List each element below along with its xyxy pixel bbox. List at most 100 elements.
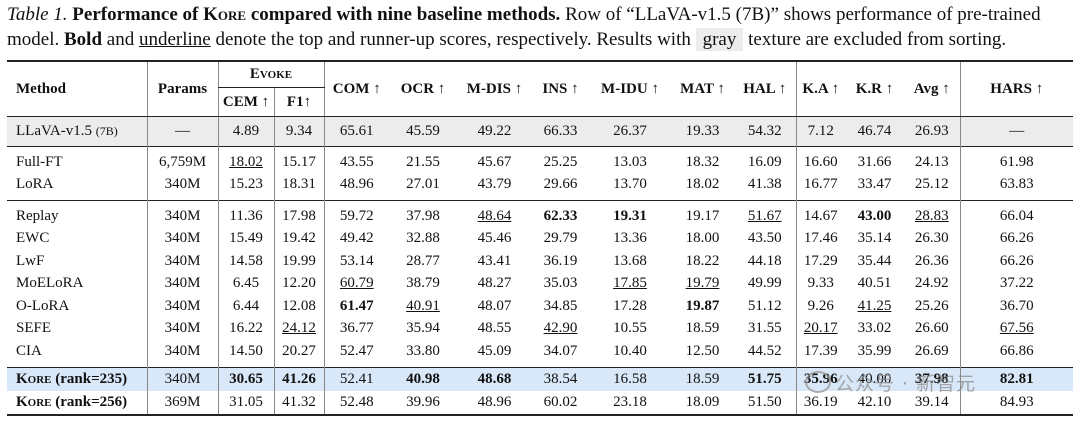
com-cell: 43.55: [323, 146, 389, 174]
f1-cell: 24.12: [282, 320, 316, 337]
ins-cell: 66.33: [532, 116, 589, 147]
mdis-cell: 48.64: [477, 207, 512, 224]
header-cem: CEM ↑: [217, 87, 274, 117]
ins-cell: 36.19: [543, 252, 578, 269]
ka-cell: 17.39: [795, 340, 845, 367]
mat-cell: 19.87: [685, 297, 720, 314]
ocr-cell: 45.59: [389, 116, 457, 147]
hars-cell: 66.26: [959, 227, 1073, 250]
caption-title: Performance of Kore compared with nine b…: [72, 4, 561, 25]
avg-cell: 26.36: [914, 252, 949, 269]
kr-cell: 31.66: [857, 153, 892, 170]
method-cell: LwF: [16, 252, 45, 269]
kr-cell: 35.14: [857, 230, 892, 247]
ocr-cell: 40.98: [389, 367, 457, 391]
com-cell: 59.72: [323, 200, 389, 228]
hars-cell: 84.93: [959, 390, 1073, 415]
method-cell: CIA: [16, 342, 42, 359]
f1-cell: 19.99: [273, 250, 324, 273]
midu-cell: 13.03: [613, 153, 647, 170]
header-avg: Avg ↑: [904, 61, 960, 117]
caption-text3: texture are excluded from sorting.: [748, 29, 1007, 50]
f1-cell: 18.31: [273, 173, 324, 201]
method-cell: LLaVA-v1.5 (7B): [7, 116, 147, 147]
ka-cell: 17.29: [795, 250, 845, 273]
mat-cell: 12.50: [685, 342, 720, 359]
f1-cell: 17.98: [273, 200, 324, 228]
caption-bold-word: Bold: [64, 29, 103, 50]
params-cell: 340M: [146, 317, 218, 340]
hal-cell: 43.50: [747, 230, 782, 247]
ocr-cell: 40.91: [406, 297, 440, 314]
params-cell: 340M: [146, 200, 218, 228]
midu-cell: 17.85: [613, 275, 647, 292]
ins-cell: 35.03: [543, 275, 578, 292]
mat-cell: 18.22: [685, 252, 720, 269]
header-ocr: OCR ↑: [389, 61, 457, 117]
cem-cell: 11.36: [217, 200, 274, 228]
ka-cell: 16.60: [795, 146, 845, 174]
header-kr: K.R ↑: [845, 61, 904, 117]
kr-cell: 40.00: [845, 367, 904, 391]
table-row-ewc: EWC 340M 15.49 19.42 49.42 32.88 45.46 2…: [7, 227, 1073, 250]
watermark: 公众号 · 新智元: [805, 369, 976, 396]
ins-cell: 29.79: [543, 230, 578, 247]
mat-cell: 18.00: [685, 230, 720, 247]
avg-cell: 24.13: [914, 153, 949, 170]
com-cell: 52.47: [323, 340, 389, 367]
kr-cell: 35.44: [857, 252, 892, 269]
hars-cell: 66.04: [959, 200, 1073, 228]
ocr-cell: 38.79: [406, 275, 440, 292]
midu-cell: 26.37: [589, 116, 671, 147]
table-row-lwf: LwF 340M 14.58 19.99 53.14 28.77 43.41 3…: [7, 250, 1073, 273]
hars-cell: 37.22: [959, 272, 1073, 295]
ka-cell: 36.19: [795, 390, 845, 415]
ins-cell: 34.07: [543, 342, 578, 359]
method-cell: LoRA: [16, 176, 54, 193]
ka-cell: 9.33: [795, 272, 845, 295]
header-evoke: Evoke: [217, 61, 324, 88]
cem-cell: 14.50: [217, 340, 274, 367]
caption-label: Table 1.: [7, 4, 68, 25]
ka-cell: 16.77: [795, 173, 845, 201]
mat-cell: 19.17: [685, 207, 720, 224]
cem-cell: 18.02: [229, 153, 263, 170]
midu-cell: 10.55: [613, 320, 647, 337]
table-row-llava: LLaVA-v1.5 (7B) — 4.89 9.34 65.61 45.59 …: [7, 116, 1073, 147]
cem-cell: 6.44: [217, 295, 274, 318]
midu-cell: 17.28: [613, 297, 647, 314]
ka-cell: 20.17: [803, 320, 838, 337]
cem-cell: 16.22: [217, 317, 274, 340]
params-cell: 369M: [146, 390, 218, 415]
header-ins: INS ↑: [532, 61, 589, 117]
mat-cell: 18.59: [685, 320, 720, 337]
ocr-cell: 35.94: [406, 320, 440, 337]
mdis-cell: 45.46: [477, 230, 512, 247]
ins-cell: 29.66: [543, 176, 578, 193]
mat-cell: 19.79: [685, 275, 720, 292]
mdis-cell: 48.55: [477, 320, 512, 337]
mdis-cell: 48.68: [457, 367, 532, 391]
com-cell: 60.79: [339, 275, 374, 292]
avg-cell: 26.93: [904, 116, 960, 147]
f1-cell: 9.34: [273, 116, 324, 147]
ins-cell: 34.85: [543, 297, 578, 314]
midu-cell: 13.70: [613, 176, 647, 193]
table-caption: Table 1. Performance of Kore compared wi…: [7, 4, 1041, 51]
f1-cell: 19.42: [273, 227, 324, 250]
f1-cell: 12.08: [273, 295, 324, 318]
avg-cell: 24.92: [914, 275, 949, 292]
mat-cell: 18.02: [685, 176, 720, 193]
method-cell: O-LoRA: [16, 297, 70, 314]
kr-cell: 40.51: [857, 275, 892, 292]
kr-cell: 42.10: [857, 393, 892, 410]
ocr-cell: 39.96: [406, 393, 440, 410]
ocr-cell: 33.80: [406, 342, 440, 359]
avg-cell: 37.98: [904, 367, 960, 391]
mat-cell: 18.59: [671, 367, 734, 391]
params-cell: 6,759M: [146, 146, 218, 174]
com-cell: 52.48: [323, 390, 389, 415]
params-cell: 340M: [146, 272, 218, 295]
mat-cell: 18.32: [685, 153, 720, 170]
params-cell: 340M: [146, 227, 218, 250]
